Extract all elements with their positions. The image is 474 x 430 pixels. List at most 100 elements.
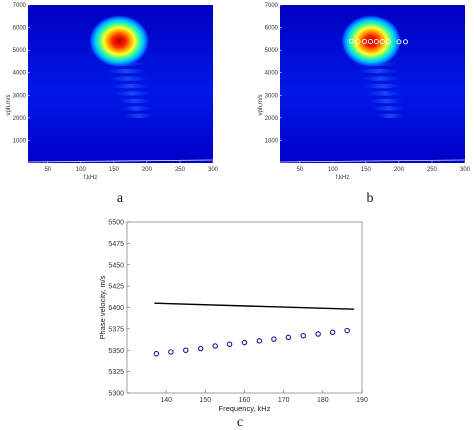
heatmap-a-streaks (102, 61, 154, 119)
y-tick-label: 5000 (13, 48, 27, 54)
heatmap-baseline (27, 159, 214, 163)
heatmap-panel-a: 50 100 150 200 250 300 1000 2000 3000 4000 5000 600… (6, 3, 219, 206)
y-tick-label: 5325 (108, 369, 124, 376)
y-tick-label: 2000 (265, 116, 279, 122)
y-tick-label: 1000 (265, 138, 279, 144)
y-tick-label: 5300 (108, 391, 124, 398)
heatmap-b-xlabel: f,kHz (336, 175, 350, 181)
x-tick-label: 160 (239, 397, 251, 404)
data-point (197, 345, 204, 352)
data-point (241, 339, 248, 346)
x-tick-label: 100 (328, 167, 339, 173)
x-tick-label: 300 (460, 167, 471, 173)
scatter-c-axes: 140 150 160 170 180 190 5300 5325 5350 5375 5400 54… (108, 220, 368, 405)
heatmap-streak (108, 76, 149, 81)
y-tick-label: 4000 (13, 71, 27, 77)
heatmap-streak (114, 91, 151, 96)
scatter-panel-c: 140 150 160 170 180 190 5300 5325 5350 5375 5400 54… (98, 220, 368, 430)
data-point (226, 341, 233, 348)
y-tick-label: 6000 (265, 26, 279, 32)
x-tick-label: 250 (427, 167, 438, 173)
heatmap-b-ylabel: vph,m/s (258, 94, 264, 115)
scatter-c-plot-area (126, 221, 363, 394)
x-tick-label: 250 (175, 167, 186, 173)
y-tick-label: 7000 (265, 3, 279, 9)
heatmap-a-peak (89, 15, 150, 68)
y-tick-label: 3000 (265, 93, 279, 99)
y-tick-label: 7000 (13, 3, 27, 9)
x-tick-label: 300 (208, 167, 219, 173)
y-tick-label: 4000 (265, 71, 279, 77)
heatmap-streak (366, 91, 403, 96)
x-tick-label: 50 (296, 167, 303, 173)
y-tick-label: 5450 (108, 262, 124, 269)
y-tick-label: 5425 (108, 284, 124, 291)
data-point (212, 343, 218, 349)
heatmap-streak (105, 68, 148, 74)
x-tick-label: 140 (160, 397, 172, 404)
x-tick-label: 150 (361, 167, 372, 173)
heatmap-streak (120, 106, 153, 111)
heatmap-b-axes: 50 100 150 200 250 300 1000 2000 3000 4000 5000 600… (265, 3, 471, 173)
x-tick-label: 180 (317, 397, 329, 404)
heatmap-streak (123, 113, 154, 119)
x-tick-label: 200 (394, 167, 405, 173)
scatter-c-ylabel: Phase velocity, m/s (98, 275, 107, 339)
y-tick-label: 5400 (108, 305, 124, 312)
y-tick-label: 5500 (108, 220, 124, 227)
marker-point (396, 39, 402, 45)
heatmap-a-xlabel: f,kHz (84, 175, 98, 181)
marker-point (402, 39, 409, 45)
data-point (168, 349, 174, 355)
heatmap-streak (372, 106, 405, 111)
heatmap-streak (363, 83, 402, 89)
heatmap-streak (117, 98, 152, 104)
reference-line (154, 302, 355, 310)
heatmap-b-peak (341, 15, 402, 68)
y-tick-label: 6000 (13, 26, 27, 32)
marker-point (367, 39, 374, 45)
marker-point (348, 38, 354, 44)
x-tick-label: 100 (76, 167, 87, 173)
heatmap-streak (111, 83, 150, 89)
marker-point (379, 39, 385, 45)
x-tick-label: 150 (199, 397, 211, 404)
x-tick-label: 190 (356, 397, 368, 404)
heatmap-b-markers (348, 38, 409, 45)
heatmap-streak (375, 113, 406, 119)
data-point (256, 338, 263, 344)
heatmap-panel-b: 50 100 150 200 250 300 1000 2000 3000 4000 5000 600… (258, 3, 471, 206)
y-tick-label: 3000 (13, 93, 27, 99)
heatmap-baseline (279, 159, 466, 163)
marker-point (373, 39, 380, 45)
heatmap-a-axes: 50 100 150 200 250 300 1000 2000 3000 4000 5000 600… (13, 3, 219, 173)
y-tick-label: 1000 (13, 138, 27, 144)
marker-point (362, 39, 368, 45)
data-point (285, 334, 292, 341)
data-point (153, 350, 160, 357)
data-point (329, 329, 336, 336)
marker-point (385, 39, 391, 45)
data-point (344, 327, 350, 334)
y-tick-label: 5000 (265, 48, 279, 54)
scatter-c-xlabel: Frequency, kHz (219, 404, 271, 413)
x-tick-label: 170 (278, 397, 290, 404)
x-tick-label: 200 (142, 167, 153, 173)
data-point (183, 347, 189, 353)
data-point (300, 332, 306, 339)
heatmap-streak (369, 98, 404, 104)
y-tick-label: 2000 (13, 116, 27, 122)
data-point (315, 331, 321, 337)
panel-label-c: c (237, 415, 243, 430)
heatmap-a-ylabel: vph,m/s (6, 94, 12, 115)
data-point (271, 336, 277, 342)
panel-label-a: a (117, 191, 124, 206)
y-tick-label: 5350 (108, 348, 124, 355)
x-tick-label: 150 (109, 167, 120, 173)
marker-point (355, 39, 361, 45)
y-tick-label: 5375 (108, 326, 124, 333)
heatmap-streak (357, 68, 400, 74)
x-tick-label: 50 (44, 167, 51, 173)
heatmap-streak (360, 76, 401, 81)
